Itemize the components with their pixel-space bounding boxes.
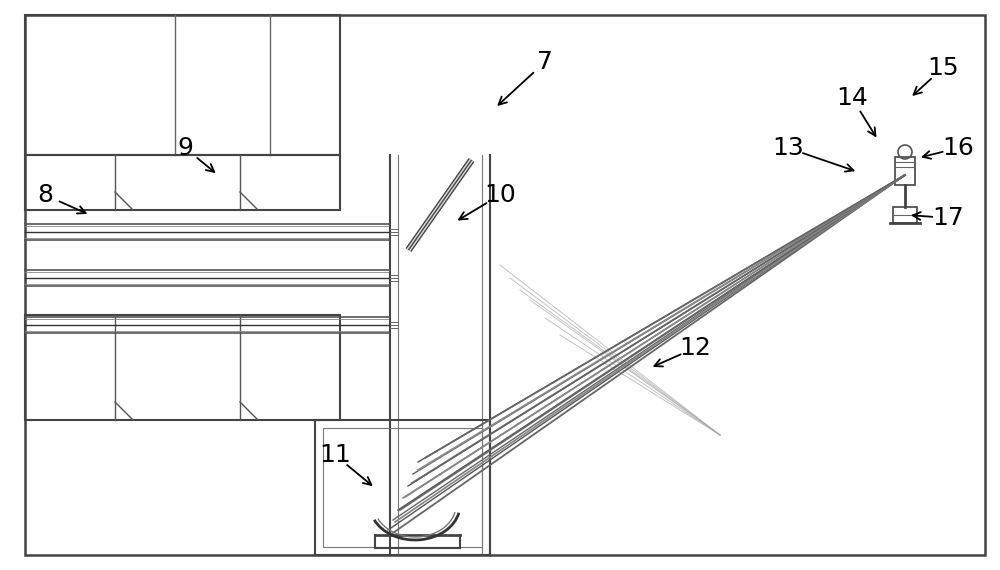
Text: 14: 14 <box>836 86 868 110</box>
Text: 16: 16 <box>942 136 974 160</box>
Text: 7: 7 <box>537 50 553 74</box>
Text: 10: 10 <box>484 183 516 207</box>
Text: 15: 15 <box>927 56 959 80</box>
Text: 8: 8 <box>37 183 53 207</box>
Text: 12: 12 <box>679 336 711 360</box>
Text: 13: 13 <box>772 136 804 160</box>
Text: 17: 17 <box>932 206 964 230</box>
Text: 11: 11 <box>319 443 351 467</box>
Text: 9: 9 <box>177 136 193 160</box>
